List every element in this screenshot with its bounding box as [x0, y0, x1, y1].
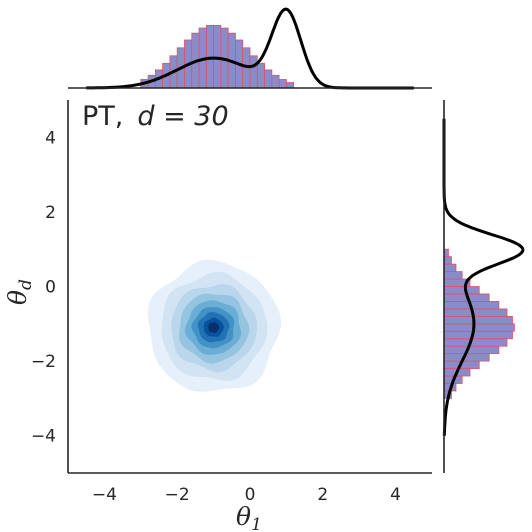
y-tick-label: 4	[45, 128, 56, 148]
y-tick-label: −2	[31, 352, 56, 372]
x-hist-bar	[256, 62, 265, 89]
x-hist-bar	[264, 69, 273, 89]
y-hist-bar	[443, 345, 500, 355]
y-tick-label: 0	[45, 278, 56, 298]
x-tick-label: 4	[390, 485, 401, 505]
y-hist-bar	[443, 286, 480, 295]
x-hist-bar	[278, 79, 287, 89]
joint-kde-contours	[147, 259, 282, 392]
y-hist-bar	[443, 330, 513, 340]
x-hist-bar	[271, 74, 280, 89]
x-axis-label: θ1	[236, 502, 262, 532]
y-tick-label: 2	[45, 203, 56, 223]
x-hist-bar	[285, 82, 295, 89]
y-hist-bar	[443, 271, 463, 280]
y-tick-label: −4	[31, 427, 56, 447]
x-tick-label: 2	[317, 485, 328, 505]
y-hist-bar	[443, 315, 513, 325]
kde-level-8	[208, 322, 220, 333]
x-tick-label: −4	[92, 485, 117, 505]
plot-annotation: PT, d = 30	[82, 101, 229, 132]
y-hist-bar	[443, 256, 452, 265]
x-tick-label: 0	[245, 485, 256, 505]
y-axis-label: θd	[3, 279, 36, 305]
x-tick-label: −2	[165, 485, 190, 505]
y-hist-bar	[443, 338, 508, 347]
y-tick-labels: −4 −2 0 2 4	[31, 128, 56, 446]
x-hist-bar	[249, 55, 258, 89]
y-hist-bar	[443, 308, 508, 317]
x-tick-labels: −4 −2 0 2 4	[92, 485, 401, 505]
y-hist-bar	[443, 263, 457, 272]
y-hist-bar	[443, 323, 515, 332]
